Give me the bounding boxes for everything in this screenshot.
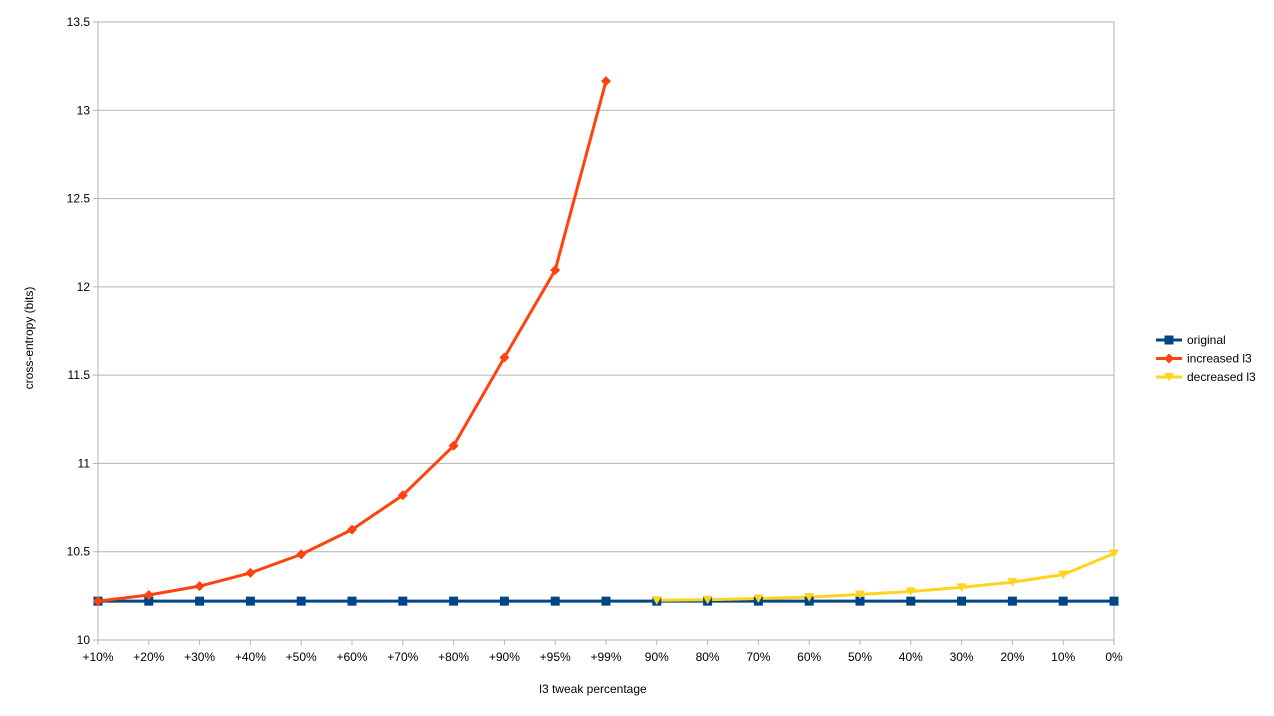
y-tick-label: 11.5 bbox=[68, 368, 91, 382]
data-point-increased-l3 bbox=[397, 490, 408, 501]
axes bbox=[93, 21, 1115, 645]
data-point-increased-l3 bbox=[499, 352, 510, 363]
data-point-increased-l3 bbox=[550, 265, 561, 276]
x-tick-label: 80% bbox=[696, 650, 720, 664]
series-lines bbox=[97, 80, 1115, 603]
x-tick-label: 70% bbox=[746, 650, 770, 664]
x-tick-label: +80% bbox=[438, 650, 469, 664]
data-point-increased-l3 bbox=[93, 596, 103, 607]
series-markers bbox=[93, 76, 1119, 607]
data-point-original bbox=[499, 596, 509, 606]
x-tick-label: +90% bbox=[489, 650, 520, 664]
data-point-original bbox=[855, 596, 865, 606]
y-tick-label: 13 bbox=[77, 103, 91, 117]
x-tick-label: 30% bbox=[950, 650, 974, 664]
data-point-increased-l3 bbox=[194, 581, 205, 592]
legend-marker-original bbox=[1164, 335, 1174, 345]
x-tick-label: 10% bbox=[1051, 650, 1075, 664]
x-tick-labels: +10% +20% +30% +40% +50% +60% +70% +80% +90% +95%… bbox=[82, 650, 1123, 664]
x-tick-label: 60% bbox=[797, 650, 821, 664]
x-tick-label: 20% bbox=[1000, 650, 1024, 664]
x-tick-label: 0% bbox=[1105, 650, 1123, 664]
y-tick-label: 12 bbox=[77, 280, 91, 294]
x-tick-label: +10% bbox=[82, 650, 113, 664]
data-point-increased-l3 bbox=[601, 76, 611, 87]
data-point-decreased-l3 bbox=[956, 583, 967, 592]
x-tick-label: 50% bbox=[848, 650, 872, 664]
data-point-decreased-l3 bbox=[855, 590, 865, 599]
legend-marker-decreased-l3 bbox=[1164, 373, 1174, 382]
y-tick-label: 10.5 bbox=[67, 545, 91, 559]
y-tick-label: 12.5 bbox=[67, 192, 91, 206]
data-point-original bbox=[347, 596, 357, 606]
data-point-original bbox=[906, 596, 916, 606]
data-point-original bbox=[144, 596, 154, 606]
series-line-increased-l3 bbox=[97, 80, 608, 603]
data-point-original bbox=[195, 596, 205, 606]
data-point-decreased-l3 bbox=[804, 593, 815, 602]
x-tick-label: +95% bbox=[540, 650, 571, 664]
x-tick-label: +70% bbox=[387, 650, 418, 664]
data-point-decreased-l3 bbox=[702, 595, 713, 605]
x-axis-label: l3 tweak percentage bbox=[539, 682, 647, 696]
data-point-original bbox=[449, 596, 459, 606]
data-point-original bbox=[296, 596, 306, 606]
data-point-original bbox=[1109, 596, 1119, 606]
gridlines bbox=[98, 21, 1114, 641]
data-point-decreased-l3 bbox=[1109, 549, 1119, 558]
data-point-increased-l3 bbox=[448, 440, 459, 451]
y-axis-label: cross-entropy (bits) bbox=[22, 287, 36, 390]
data-point-decreased-l3 bbox=[651, 596, 662, 605]
data-point-decreased-l3 bbox=[753, 594, 764, 604]
x-tick-label: +30% bbox=[184, 650, 215, 664]
data-point-original bbox=[1007, 596, 1017, 606]
data-point-increased-l3 bbox=[296, 549, 307, 560]
legend-marker-increased-l3 bbox=[1164, 353, 1174, 364]
legend-label-original: original bbox=[1187, 333, 1226, 347]
legend-label-increased-l3: increased l3 bbox=[1187, 352, 1252, 366]
data-point-decreased-l3 bbox=[905, 587, 916, 596]
data-point-increased-l3 bbox=[245, 567, 256, 578]
legend-label-decreased-l3: decreased l3 bbox=[1187, 370, 1256, 384]
data-point-original bbox=[245, 596, 255, 606]
data-point-original bbox=[550, 596, 560, 606]
x-tick-label: +40% bbox=[235, 650, 266, 664]
data-point-decreased-l3 bbox=[1058, 570, 1069, 580]
y-tick-label: 10 bbox=[77, 633, 91, 647]
y-tick-label: 13.5 bbox=[67, 15, 91, 29]
data-point-increased-l3 bbox=[143, 589, 154, 600]
data-point-original bbox=[398, 596, 408, 606]
data-point-original bbox=[1058, 596, 1068, 606]
x-tick-label: 90% bbox=[645, 650, 669, 664]
legend: original increased l3 decreased l3 bbox=[1156, 333, 1256, 384]
data-point-increased-l3 bbox=[347, 524, 357, 535]
data-point-original bbox=[601, 596, 611, 606]
data-point-decreased-l3 bbox=[1007, 578, 1018, 587]
x-tick-label: +60% bbox=[336, 650, 367, 664]
y-tick-labels: 10 10.5 11 11.5 12 12.5 13 13.5 bbox=[67, 15, 91, 647]
data-point-original bbox=[957, 596, 967, 606]
x-tick-label: +99% bbox=[590, 650, 621, 664]
y-tick-label: 11 bbox=[78, 456, 91, 470]
x-tick-label: +20% bbox=[133, 650, 164, 664]
x-tick-label: 40% bbox=[899, 650, 923, 664]
x-tick-label: +50% bbox=[286, 650, 317, 664]
series-line-decreased-l3 bbox=[656, 552, 1115, 602]
